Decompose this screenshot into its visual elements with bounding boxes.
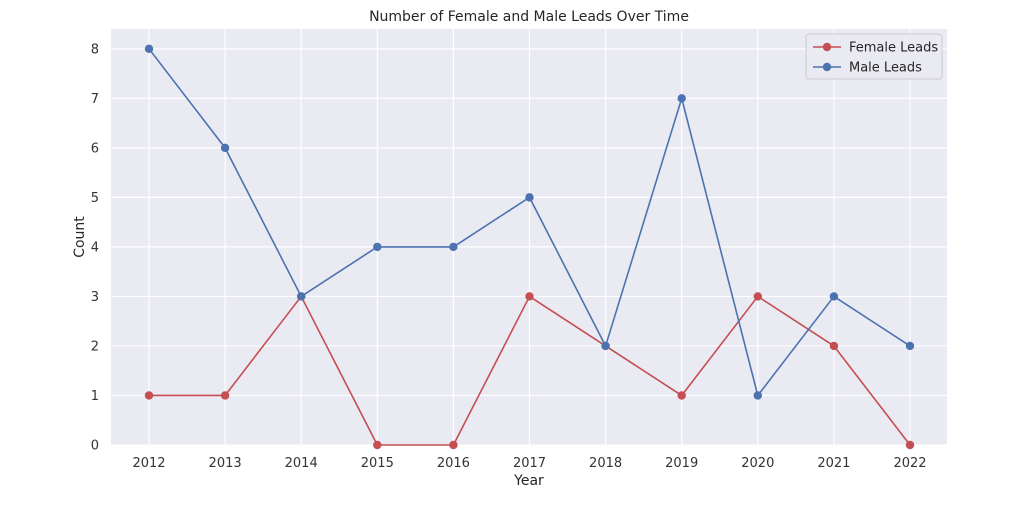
data-point bbox=[525, 193, 534, 202]
x-axis: 2012 2013 2014 2015 2016 2017 2018 2019 2020 2021… bbox=[132, 456, 926, 471]
y-axis-label: Count bbox=[72, 216, 88, 258]
data-point bbox=[677, 391, 686, 400]
x-tick-label: 2014 bbox=[285, 456, 318, 471]
data-point bbox=[829, 292, 839, 301]
x-tick-label: 2020 bbox=[741, 456, 774, 471]
y-axis: 0 1 2 3 4 5 6 7 8 bbox=[91, 42, 99, 453]
y-tick-label: 2 bbox=[91, 339, 99, 354]
legend-label: Male Leads bbox=[849, 61, 922, 76]
data-point bbox=[373, 440, 382, 450]
legend: Female Leads Male Leads bbox=[805, 33, 943, 80]
y-tick-label: 4 bbox=[91, 240, 99, 255]
y-tick-label: 8 bbox=[91, 42, 99, 57]
x-axis-label: Year bbox=[513, 473, 544, 489]
data-point bbox=[753, 292, 762, 301]
data-point bbox=[905, 341, 915, 351]
x-tick-label: 2022 bbox=[893, 456, 926, 471]
x-tick-label: 2013 bbox=[209, 456, 242, 471]
y-tick-label: 0 bbox=[91, 439, 99, 454]
data-point bbox=[449, 242, 458, 252]
y-tick-label: 6 bbox=[91, 141, 99, 156]
data-point bbox=[677, 94, 686, 103]
y-tick-label: 5 bbox=[91, 191, 99, 206]
y-tick-label: 3 bbox=[91, 290, 99, 305]
y-tick-label: 7 bbox=[91, 92, 99, 107]
series-layer bbox=[144, 44, 915, 450]
chart-title: Number of Female and Male Leads Over Tim… bbox=[369, 9, 689, 25]
legend-label: Female Leads bbox=[849, 41, 938, 56]
data-point bbox=[753, 391, 762, 400]
x-tick-label: 2018 bbox=[589, 456, 622, 471]
series-male-leads bbox=[144, 44, 915, 400]
y-tick-label: 1 bbox=[91, 389, 99, 404]
data-point bbox=[220, 143, 230, 153]
x-tick-label: 2021 bbox=[817, 456, 850, 471]
x-tick-label: 2019 bbox=[665, 456, 698, 471]
x-tick-label: 2016 bbox=[437, 456, 470, 471]
data-point bbox=[829, 341, 839, 351]
data-point bbox=[220, 391, 230, 400]
data-point bbox=[601, 341, 610, 351]
data-point bbox=[144, 44, 154, 54]
x-tick-label: 2015 bbox=[361, 456, 394, 471]
data-point bbox=[144, 391, 154, 400]
legend-marker bbox=[822, 62, 832, 72]
x-tick-label: 2017 bbox=[513, 456, 546, 471]
data-point bbox=[297, 292, 306, 301]
legend-marker bbox=[822, 42, 832, 52]
data-point bbox=[905, 440, 915, 450]
data-point bbox=[525, 292, 534, 301]
data-point bbox=[373, 242, 382, 252]
x-tick-label: 2012 bbox=[132, 456, 165, 471]
data-point bbox=[449, 440, 458, 450]
